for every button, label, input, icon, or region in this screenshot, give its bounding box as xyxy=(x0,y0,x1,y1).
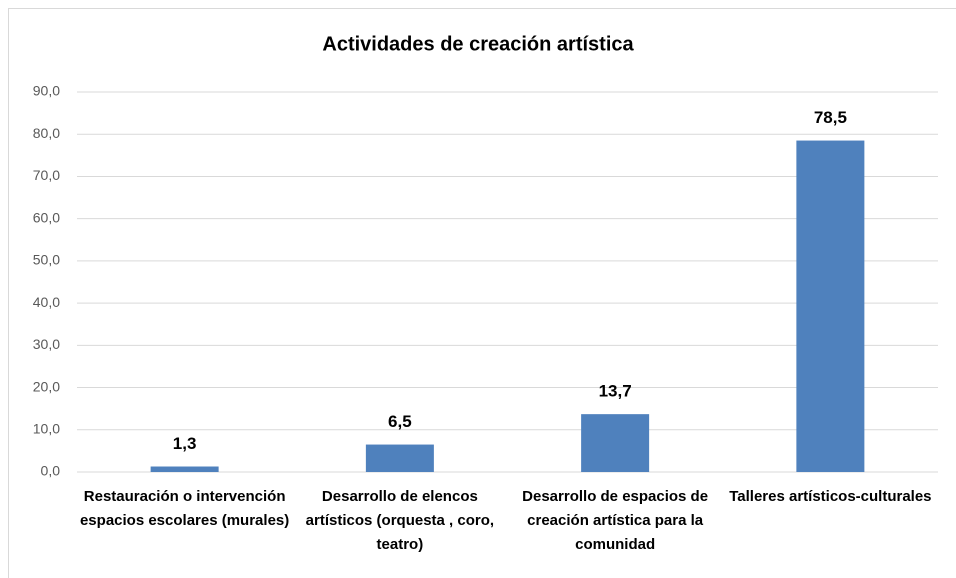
y-tick-label: 40,0 xyxy=(33,294,60,310)
bar xyxy=(796,140,865,473)
chart-title: Actividades de creación artística xyxy=(322,33,634,55)
y-tick-label: 50,0 xyxy=(33,252,60,268)
y-tick-label: 60,0 xyxy=(33,209,60,225)
bar xyxy=(581,414,650,472)
y-tick-label: 70,0 xyxy=(33,167,60,183)
x-tick-label: Restauración o intervención espacios esc… xyxy=(79,488,290,529)
y-tick-label: 10,0 xyxy=(33,420,60,436)
y-tick-label: 90,0 xyxy=(33,83,60,99)
value-label: 6,5 xyxy=(388,412,412,431)
y-tick-label: 20,0 xyxy=(33,378,60,394)
y-tick-label: 80,0 xyxy=(33,125,60,141)
value-label: 78,5 xyxy=(814,108,847,127)
y-tick-label: 30,0 xyxy=(33,336,60,352)
bar xyxy=(150,466,219,472)
x-tick-label: Talleres artísticos-culturales xyxy=(729,488,932,505)
value-label: 13,7 xyxy=(599,382,632,401)
bar xyxy=(365,444,434,472)
x-tick-label: Desarrollo de espacios de creación artís… xyxy=(522,488,709,553)
y-tick-label: 0,0 xyxy=(41,463,61,479)
value-label: 1,3 xyxy=(173,434,197,453)
x-tick-label: Desarrollo de elencos artísticos (orques… xyxy=(305,488,495,553)
